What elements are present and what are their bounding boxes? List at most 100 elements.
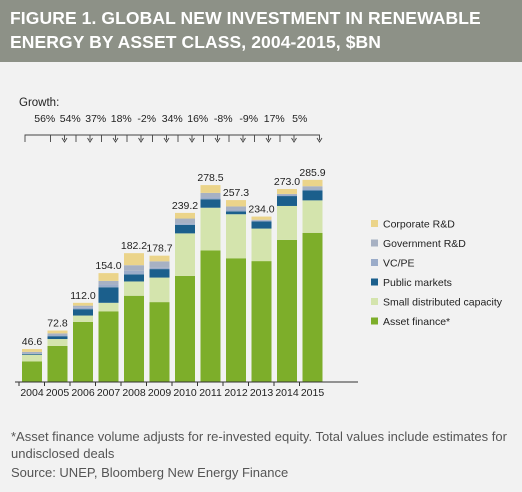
total-label: 112.0 xyxy=(70,290,96,302)
bar-segment xyxy=(47,339,68,346)
legend-label: Public markets xyxy=(383,277,452,289)
total-label: 285.9 xyxy=(299,167,325,179)
growth-arrow xyxy=(189,137,195,143)
bar-segment xyxy=(47,336,68,340)
bar-segment xyxy=(200,250,221,382)
bar-segment xyxy=(98,273,119,281)
bar-segment xyxy=(277,239,297,382)
growth-label: 16% xyxy=(187,113,208,125)
bar-segment xyxy=(175,212,195,219)
growth-label: 56% xyxy=(34,113,55,125)
total-label: 278.5 xyxy=(197,172,223,184)
bar-segment xyxy=(277,196,297,206)
total-label: 273.0 xyxy=(274,176,300,188)
bar-segment xyxy=(251,216,272,220)
total-label: 239.2 xyxy=(172,200,198,212)
legend-label: Corporate R&D xyxy=(383,219,455,231)
bar-segment xyxy=(251,261,272,382)
bar-segment xyxy=(175,275,195,382)
bar-segment xyxy=(98,287,119,303)
bar-segment xyxy=(22,351,42,354)
bar-segment xyxy=(175,223,195,225)
growth-bracket xyxy=(203,134,244,142)
growth-arrow xyxy=(316,137,323,143)
bar-segment xyxy=(124,281,144,296)
bar-segment xyxy=(226,258,246,382)
bar-segment xyxy=(22,354,42,355)
bar-segment xyxy=(302,232,323,382)
bar-segment xyxy=(277,193,297,195)
bar-segment xyxy=(149,277,170,303)
bar-segment xyxy=(22,361,42,382)
total-label: 257.3 xyxy=(223,187,249,199)
growth-bracket xyxy=(101,134,142,142)
bar-segment xyxy=(149,269,170,278)
bar-segment xyxy=(226,211,246,215)
growth-label: 18% xyxy=(111,113,132,125)
growth-label: 5% xyxy=(292,113,307,125)
bar-segment xyxy=(302,190,323,201)
x-tick-label: 2013 xyxy=(250,387,274,399)
footnote: *Asset finance volume adjusts for re-inv… xyxy=(11,429,507,461)
x-tick-label: 2007 xyxy=(97,387,121,399)
legend-label: Asset finance* xyxy=(383,316,450,328)
bar-segment xyxy=(200,199,221,208)
legend-swatch xyxy=(371,298,378,305)
growth-bracket xyxy=(126,134,167,142)
bar-segment xyxy=(47,335,68,337)
bar-segment xyxy=(251,221,272,229)
growth-label: -2% xyxy=(137,113,156,125)
bar-segment xyxy=(124,270,144,275)
x-tick-label: 2012 xyxy=(224,387,248,399)
source-note: Source: UNEP, Bloomberg New Energy Finan… xyxy=(11,465,289,480)
bar-segment xyxy=(226,200,246,207)
bar-segment xyxy=(98,302,119,312)
bar-segment xyxy=(73,307,93,310)
bar-segment xyxy=(149,261,170,268)
growth-label: 34% xyxy=(162,113,183,125)
growth-arrow xyxy=(214,137,221,143)
growth-label: 54% xyxy=(60,113,81,125)
x-axis-ticks: 2004 2005 2006 2007 2008 2009 2010 2011 2012 2013… xyxy=(18,382,325,399)
x-tick-label: 2011 xyxy=(199,387,222,399)
growth-bracket xyxy=(177,134,218,142)
x-tick-label: 2015 xyxy=(301,387,325,399)
legend-swatch xyxy=(371,259,378,266)
bar-segment xyxy=(98,311,119,382)
legend-label: Government R&D xyxy=(383,238,466,250)
legend-swatch xyxy=(371,239,378,247)
bar-segment xyxy=(124,253,144,266)
bars xyxy=(22,179,323,382)
growth-label: 17% xyxy=(264,113,285,125)
growth-arrow xyxy=(265,137,272,143)
bar-segment xyxy=(277,195,297,197)
x-tick-label: 2008 xyxy=(122,387,146,399)
bar-segment xyxy=(73,309,93,316)
figure-title: FIGURE 1. GLOBAL NEW INVESTMENT IN RENEW… xyxy=(10,8,481,52)
legend-label: Small distributed capacity xyxy=(383,297,503,309)
bar-segment xyxy=(175,224,195,234)
x-tick-label: 2005 xyxy=(46,387,70,399)
x-tick-label: 2014 xyxy=(275,387,299,399)
legend: Corporate R&D Government R&D VC/PE Public m… xyxy=(371,219,503,328)
growth-bracket xyxy=(50,134,91,142)
bar-segment xyxy=(251,220,272,222)
legend-label: VC/PE xyxy=(383,258,415,270)
bar-segment xyxy=(149,302,170,382)
growth-arrow xyxy=(138,137,144,143)
bar-segment xyxy=(98,284,119,288)
bar-segment xyxy=(175,218,195,224)
x-tick-label: 2009 xyxy=(148,387,172,399)
growth-arrow xyxy=(112,137,119,143)
bar-segment xyxy=(22,349,42,352)
bar-segment xyxy=(302,189,323,191)
total-label: 154.0 xyxy=(95,260,121,272)
growth-bracket xyxy=(152,134,193,142)
bar-segment xyxy=(302,179,323,187)
growth-arrow xyxy=(61,137,68,143)
growth-bracket xyxy=(75,134,116,142)
growth-bracket xyxy=(24,134,65,142)
growth-arrow xyxy=(163,137,170,143)
stacked-bar-chart: Growth: 56% 54% 37% 18% -2% 34% 16% -8% -9% 17% 5%… xyxy=(15,97,503,399)
